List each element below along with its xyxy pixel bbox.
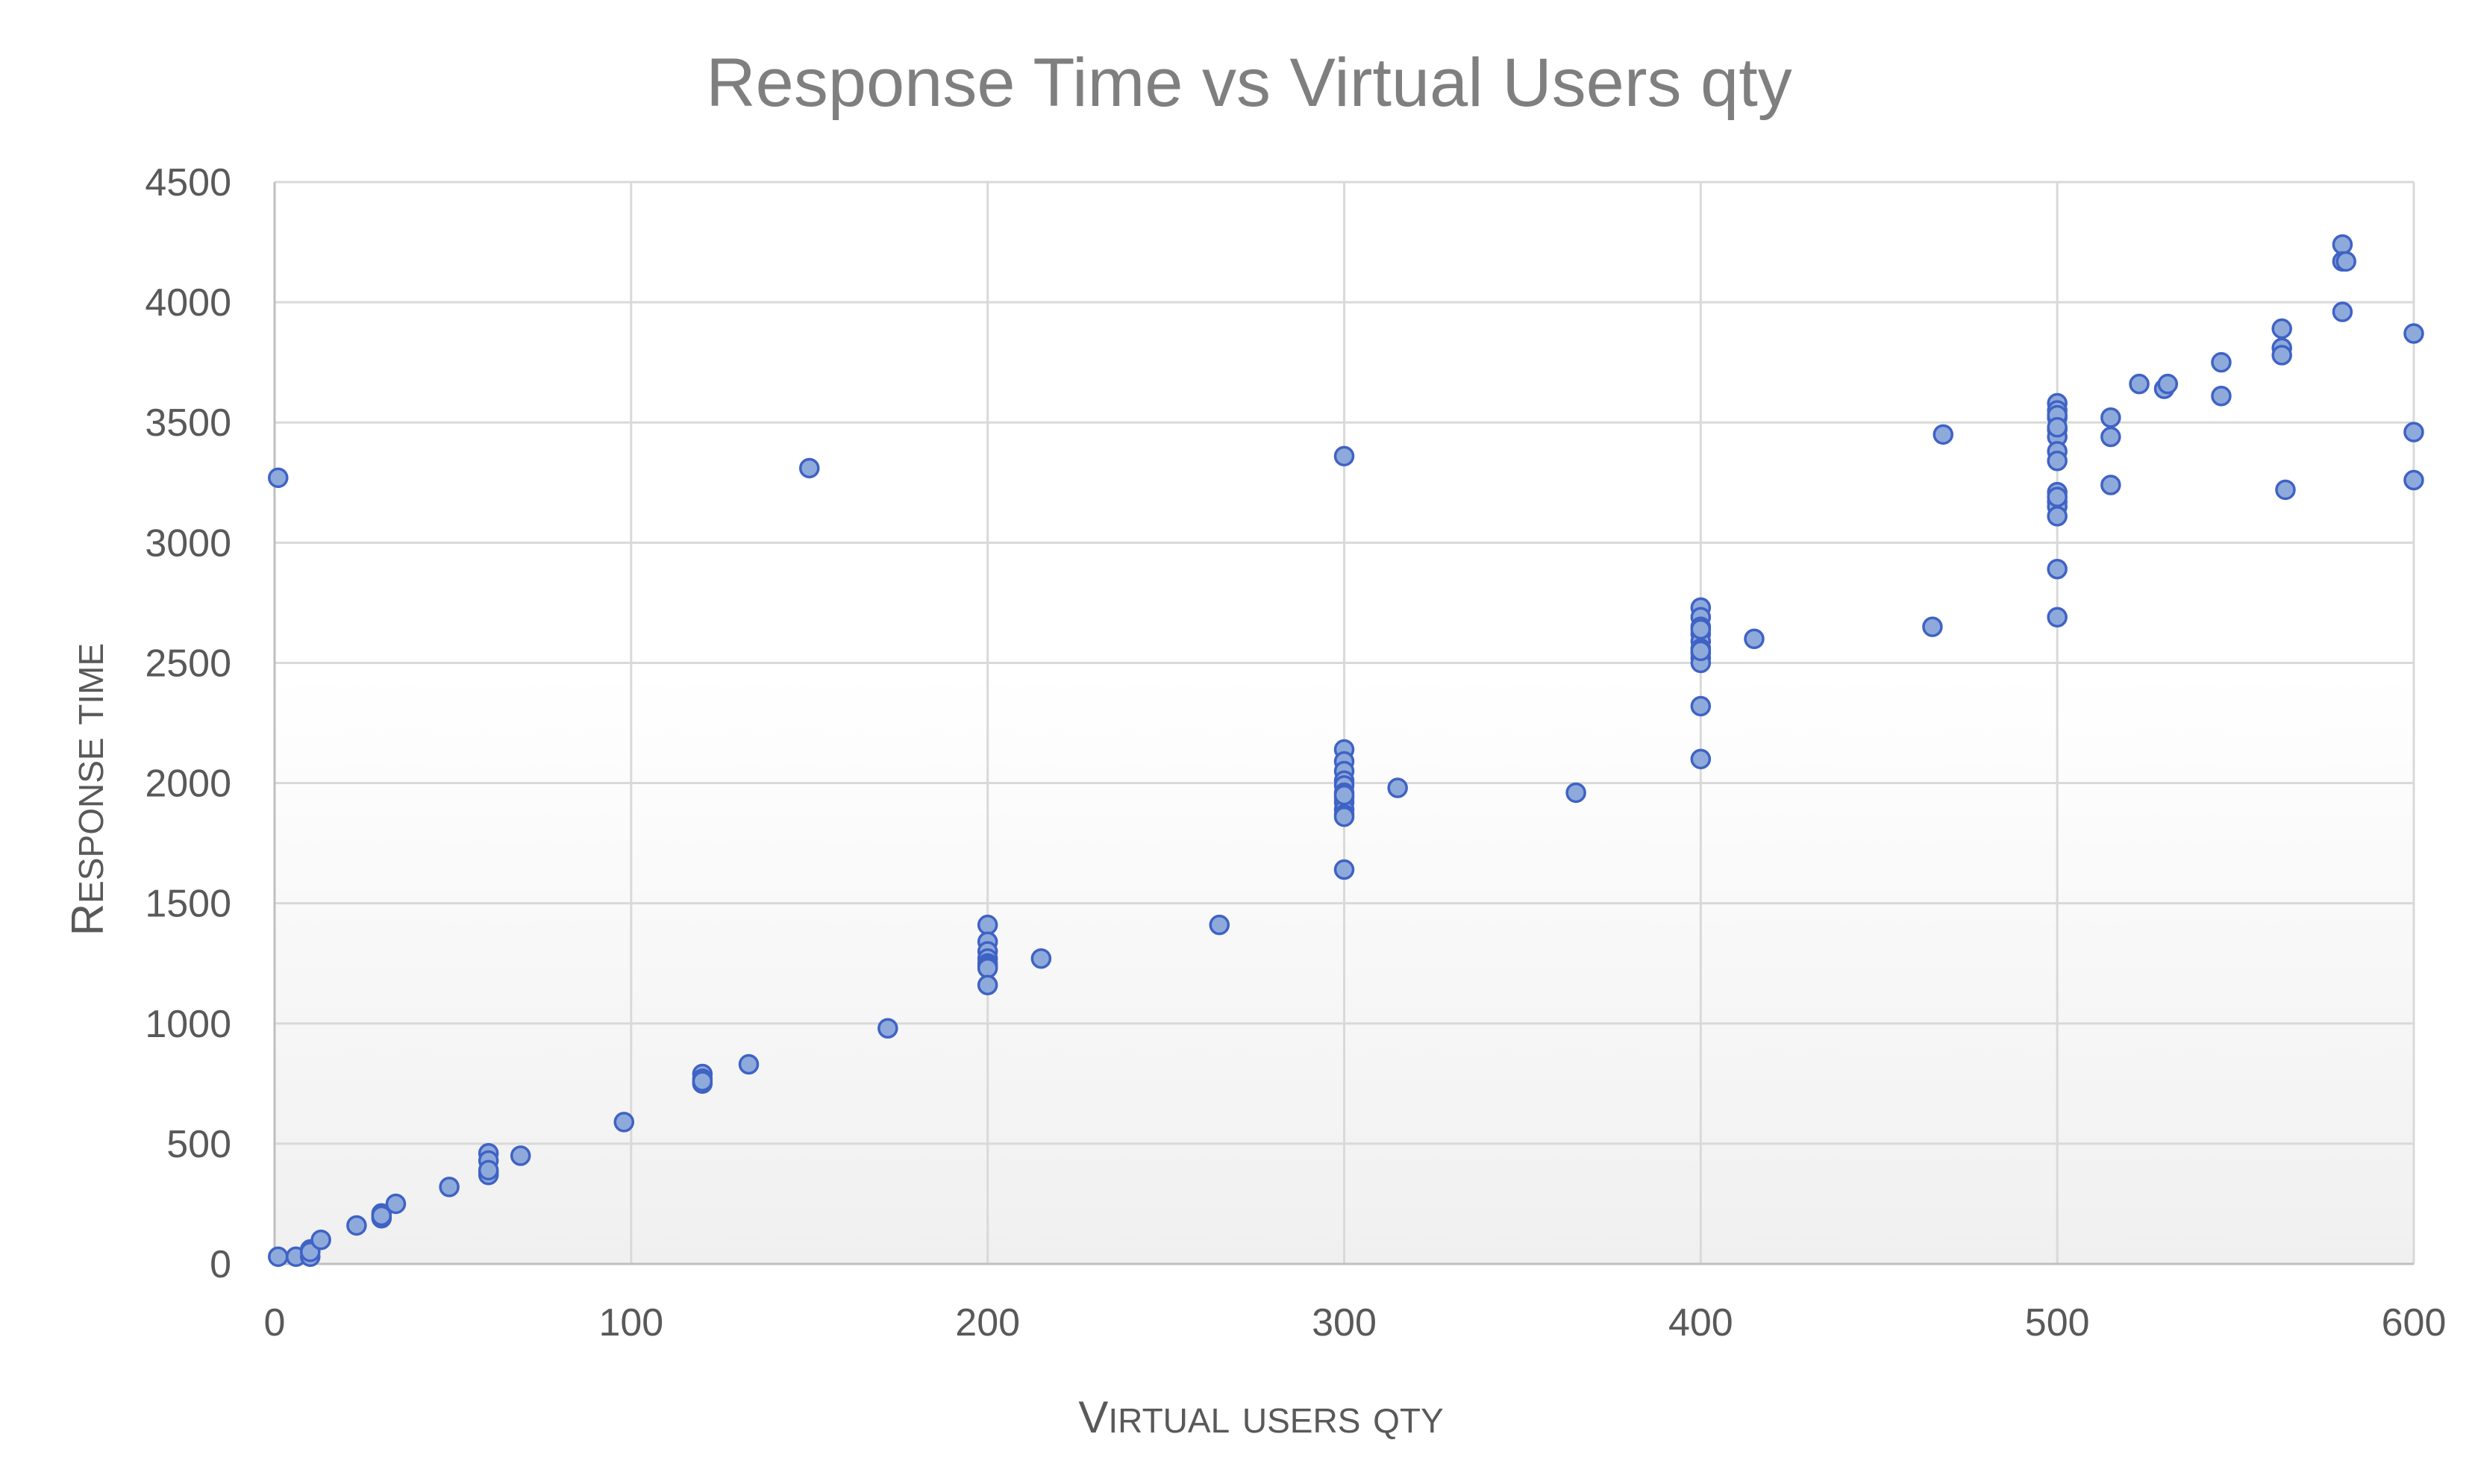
data-point <box>2275 479 2296 501</box>
y-tick-label: 2500 <box>145 642 231 685</box>
data-point <box>510 1145 531 1166</box>
data-point <box>2047 451 2068 472</box>
x-tick-label: 300 <box>1312 1301 1377 1344</box>
data-point <box>977 914 998 936</box>
data-point <box>2047 559 2068 580</box>
data-point <box>613 1112 635 1133</box>
y-tick-label: 3500 <box>145 401 231 445</box>
axes <box>273 182 2414 1265</box>
data-point <box>2332 301 2353 322</box>
x-tick-label: 0 <box>264 1301 286 1344</box>
data-point <box>268 1246 289 1268</box>
data-point <box>310 1230 331 1250</box>
data-point <box>977 974 998 995</box>
x-tick-label: 500 <box>2025 1301 2090 1344</box>
data-points <box>268 234 2424 1268</box>
x-tick-label: 100 <box>598 1301 663 1344</box>
data-point <box>2100 426 2121 448</box>
data-point <box>2403 323 2424 344</box>
data-point <box>799 457 820 479</box>
data-point <box>478 1159 499 1181</box>
data-point <box>346 1215 367 1236</box>
y-axis-title: RESPONSE TIME <box>63 643 113 936</box>
data-point <box>2047 416 2068 438</box>
data-point <box>385 1193 407 1215</box>
data-point <box>2100 475 2121 495</box>
data-point <box>2271 318 2292 339</box>
data-point <box>2157 373 2179 395</box>
data-point <box>1690 748 1712 770</box>
data-point <box>977 957 998 979</box>
data-point <box>1744 628 1765 649</box>
data-point <box>2271 345 2292 366</box>
y-tick-label: 0 <box>210 1243 231 1286</box>
x-tick-label: 600 <box>2382 1301 2447 1344</box>
data-point <box>738 1053 760 1075</box>
data-point <box>1209 914 1230 936</box>
y-tick-label: 3000 <box>145 522 231 565</box>
data-point <box>371 1205 392 1227</box>
gridlines <box>275 181 2415 1264</box>
data-point <box>1690 640 1712 662</box>
data-point <box>2211 351 2232 373</box>
chart-title: Response Time vs Virtual Users qty <box>706 45 1792 121</box>
x-tick-label: 400 <box>1668 1301 1733 1344</box>
tick-labels: 0 500 1000 1500 2000 2500 3000 3500 4000 4500 0 100… <box>145 161 2446 1344</box>
data-point <box>2047 607 2068 627</box>
y-tick-label: 500 <box>166 1123 231 1166</box>
data-point <box>2047 506 2068 527</box>
data-point <box>1565 782 1586 804</box>
data-point <box>2047 486 2068 507</box>
y-tick-label: 1000 <box>145 1003 231 1046</box>
data-point <box>1333 445 1355 467</box>
data-point <box>439 1177 460 1197</box>
data-point <box>2403 422 2424 442</box>
data-point <box>2335 251 2356 272</box>
x-axis-title: VIRTUAL USERS QTY <box>1078 1392 1443 1442</box>
data-point <box>877 1018 898 1039</box>
data-point <box>2403 469 2424 491</box>
y-tick-label: 4500 <box>145 161 231 204</box>
data-point <box>2100 407 2121 428</box>
data-point <box>1690 695 1712 717</box>
y-tick-label: 2000 <box>145 763 231 806</box>
data-point <box>2332 234 2353 255</box>
y-tick-label: 4000 <box>145 281 231 325</box>
data-point <box>1333 784 1355 806</box>
data-point <box>1690 619 1712 640</box>
data-point <box>1922 616 1943 637</box>
data-point <box>1387 777 1408 798</box>
data-point <box>1030 948 1052 969</box>
data-point <box>692 1071 713 1092</box>
data-point <box>2211 386 2232 407</box>
data-point <box>1333 806 1355 827</box>
y-tick-label: 1500 <box>145 883 231 926</box>
data-point <box>1933 424 1954 445</box>
data-point <box>1333 859 1355 880</box>
x-tick-label: 200 <box>955 1301 1020 1344</box>
data-point <box>268 467 289 489</box>
data-point <box>2129 373 2150 395</box>
